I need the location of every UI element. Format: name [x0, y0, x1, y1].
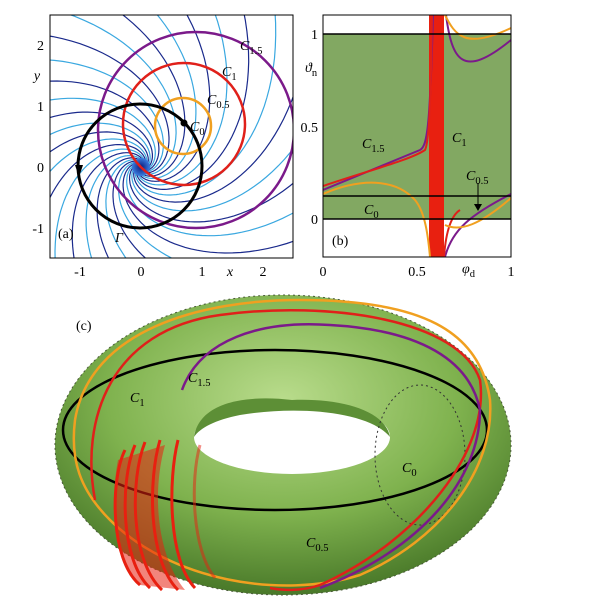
curve — [444, 193, 511, 257]
math-label: C0.5 — [466, 169, 488, 187]
symbol: C — [452, 131, 462, 146]
curve — [443, 209, 461, 257]
symbol: C — [402, 461, 412, 476]
subscript: d — [470, 269, 476, 280]
label: 1 — [199, 265, 206, 280]
axes-frame — [322, 14, 512, 258]
curve — [153, 96, 213, 156]
symbol: C — [130, 391, 140, 406]
math-label: C0 — [364, 203, 379, 221]
subscript: 1 — [139, 398, 144, 409]
red-band — [114, 445, 185, 590]
symbol: C — [306, 536, 316, 551]
math-label: C0 — [402, 461, 417, 479]
math-label: C1 — [452, 131, 467, 149]
curve — [445, 15, 511, 63]
symbol: C — [207, 93, 217, 108]
label: 0.5 — [301, 121, 319, 136]
label: y — [32, 69, 41, 84]
subscript: 1 — [461, 138, 466, 149]
point — [180, 119, 188, 127]
label: 0 — [320, 265, 327, 280]
panel-c — [54, 294, 512, 596]
math-label: ϑn — [305, 61, 318, 79]
symbol: C — [190, 120, 200, 135]
symbol: C — [240, 39, 250, 54]
subscript: 0.5 — [216, 100, 229, 111]
curve — [121, 61, 247, 187]
label: 0 — [311, 213, 318, 228]
curve — [323, 15, 433, 187]
curve — [192, 444, 217, 579]
symbol: Γ — [114, 231, 124, 246]
panel-b — [322, 14, 512, 258]
symbol: C — [222, 65, 232, 80]
math-label: C1.5 — [362, 137, 384, 155]
hole-shade — [194, 398, 390, 437]
label: x — [226, 265, 234, 280]
label: 1 — [311, 28, 318, 43]
symbol: C — [188, 371, 198, 386]
label: (c) — [76, 319, 92, 334]
symbol: C — [466, 169, 476, 184]
label: 1 — [508, 265, 515, 280]
panel-a — [49, 14, 294, 259]
subscript: 1.5 — [197, 378, 210, 389]
subscript: 1.5 — [371, 144, 384, 155]
label: 0 — [37, 161, 44, 176]
math-label: Γ — [114, 231, 124, 246]
symbol: C — [362, 137, 372, 152]
subscript: 1.5 — [249, 46, 262, 57]
arrow-head — [474, 204, 482, 211]
label: -1 — [74, 265, 86, 280]
subscript: 0 — [411, 468, 416, 479]
label: 0 — [138, 265, 145, 280]
arrow — [75, 165, 83, 177]
math-label: C1.5 — [188, 371, 210, 389]
subscript: 1 — [231, 72, 236, 83]
label: 0.5 — [408, 265, 426, 280]
math-label: C0.5 — [207, 93, 229, 111]
subscript: 0.5 — [315, 543, 328, 554]
subscript: n — [312, 68, 318, 79]
axes-frame — [49, 14, 294, 259]
label: -1 — [32, 222, 44, 237]
label: 1 — [37, 100, 44, 115]
subscript: 0 — [373, 210, 378, 221]
label: (a) — [58, 227, 74, 242]
curve — [323, 181, 431, 257]
curve — [444, 197, 511, 229]
plot-area — [50, 15, 293, 258]
curve — [61, 348, 489, 512]
math-label: C0.5 — [306, 536, 328, 554]
curve — [170, 439, 197, 590]
symbol: C — [364, 203, 374, 218]
label: 2 — [37, 39, 44, 54]
outline — [54, 294, 512, 596]
math-label: C1 — [222, 65, 237, 83]
math-label: C0 — [190, 120, 205, 138]
label: (b) — [332, 234, 349, 249]
label: 2 — [260, 265, 267, 280]
math-label: C1.5 — [240, 39, 262, 57]
symbol: ϑ — [305, 61, 313, 76]
curve — [180, 323, 482, 590]
subscript: 0.5 — [475, 176, 488, 187]
band — [323, 34, 511, 219]
math-label: C1 — [130, 391, 145, 409]
torus-hole — [194, 400, 390, 474]
subscript: 0 — [199, 127, 204, 138]
curve — [96, 30, 293, 230]
curve — [90, 308, 483, 592]
math-label: φd — [462, 262, 476, 280]
symbol: φ — [462, 262, 470, 277]
